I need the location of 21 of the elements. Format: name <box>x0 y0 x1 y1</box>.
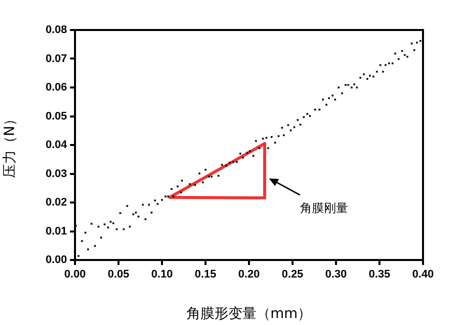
x-tick-label: 0.15 <box>194 268 216 281</box>
y-tick-label: 0.03 <box>46 168 67 180</box>
y-tick-label: 0.04 <box>46 139 68 152</box>
y-axis-title: 压力（N） <box>2 112 18 178</box>
y-tick-label: 0.00 <box>46 254 67 266</box>
y-tick-label: 0.07 <box>46 52 67 65</box>
x-tick-label: 0.00 <box>64 268 86 281</box>
x-tick-label: 0.05 <box>108 268 130 281</box>
y-tick-label: 0.01 <box>46 225 67 238</box>
x-tick-label: 0.20 <box>238 268 260 281</box>
x-tick-label: 0.10 <box>151 268 173 281</box>
y-tick-label: 0.06 <box>46 82 67 94</box>
y-tick-label: 0.08 <box>46 24 67 36</box>
x-axis-title: 角膜形变量（mm） <box>186 306 312 322</box>
y-tick-label: 0.02 <box>46 196 67 209</box>
x-tick-label: 0.30 <box>325 268 347 281</box>
x-tick-label: 0.25 <box>282 268 304 281</box>
y-tick-label: 0.05 <box>46 110 67 122</box>
x-tick-label: 0.40 <box>412 268 434 281</box>
x-tick-label: 0.35 <box>368 268 390 281</box>
annotation: 角膜刚量 <box>300 201 348 216</box>
